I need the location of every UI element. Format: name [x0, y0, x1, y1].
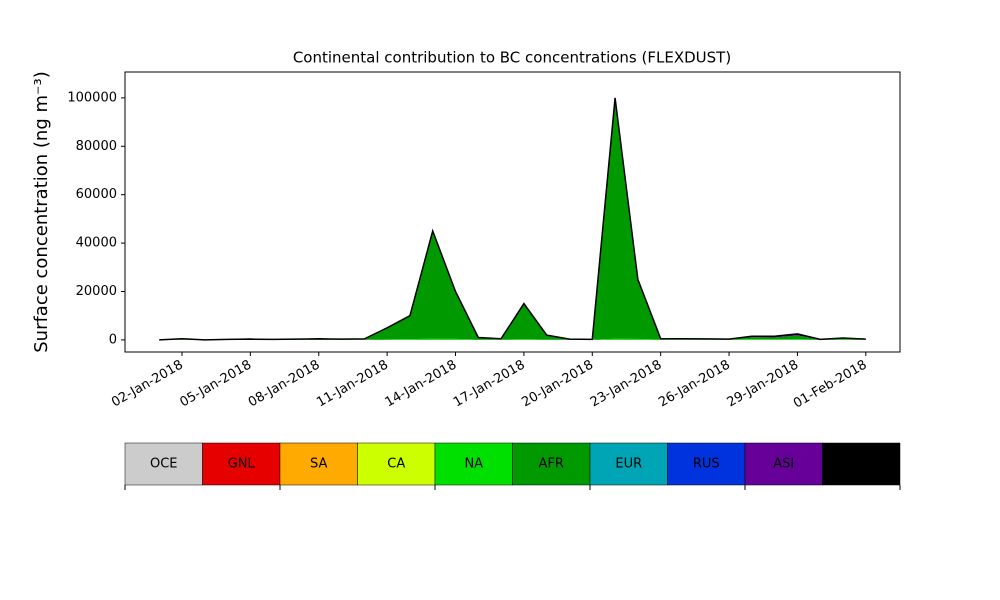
legend-label: ASI — [773, 457, 794, 472]
legend-swatch — [202, 442, 281, 486]
area — [159, 100, 866, 340]
area — [159, 100, 866, 340]
legend-label: SA — [310, 457, 327, 472]
legend-swatch — [434, 442, 513, 486]
areas — [159, 97, 866, 341]
chart-title: Continental contribution to BC concentra… — [293, 49, 731, 67]
x-tick-label: 05-Jan-2018 — [178, 358, 255, 411]
y-tick-label: 20000 — [76, 284, 117, 299]
legend-label: AUS — [848, 457, 875, 472]
legend-label: AFR — [539, 457, 564, 472]
x-tick-label: 29-Jan-2018 — [725, 358, 802, 411]
y-tick-label: 0 — [109, 332, 117, 347]
y-axis-label: Surface concentration (ng m⁻³) — [31, 71, 52, 353]
legend-label: GNL — [228, 457, 256, 472]
x-tick-label: 11-Jan-2018 — [314, 358, 391, 411]
plot-frame — [124, 71, 901, 353]
area — [159, 97, 866, 341]
legend-swatch — [512, 442, 591, 486]
legend-label: CA — [387, 457, 405, 472]
legend-swatch — [822, 442, 901, 486]
legend-swatch — [744, 442, 823, 486]
legend-label: EUR — [615, 457, 642, 472]
y-tick-label: 80000 — [76, 139, 117, 154]
x-tick-label: 01-Feb-2018 — [791, 358, 870, 412]
area — [159, 100, 866, 340]
legend-label: RUS — [693, 457, 720, 472]
legend-swatch — [667, 442, 746, 486]
legend-label: NA — [464, 457, 483, 472]
y-tick-label: 40000 — [76, 236, 117, 251]
legend: OCE GNL SA CA NA AFR EUR RUS ASI AUS — [124, 442, 901, 490]
x-tick-label: 08-Jan-2018 — [246, 358, 323, 411]
x-tick-label: 02-Jan-2018 — [109, 358, 186, 411]
legend-swatch — [357, 442, 436, 486]
legend-swatch — [279, 442, 358, 486]
legend-swatch — [124, 442, 203, 486]
x-tick-label: 23-Jan-2018 — [588, 358, 665, 411]
x-tick-label: 17-Jan-2018 — [451, 358, 528, 411]
y-tick-label: 100000 — [67, 90, 117, 105]
area — [159, 97, 866, 340]
x-tick-label: 14-Jan-2018 — [383, 358, 460, 411]
x-tick-label: 26-Jan-2018 — [656, 358, 733, 411]
x-tick-label: 20-Jan-2018 — [519, 358, 596, 411]
y-tick-label: 60000 — [76, 187, 117, 202]
legend-label: OCE — [150, 457, 178, 472]
